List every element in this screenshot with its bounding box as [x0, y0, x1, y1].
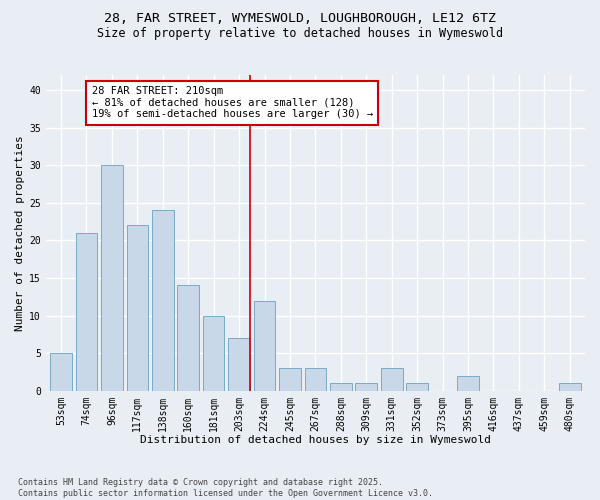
- Bar: [381, 368, 403, 390]
- X-axis label: Distribution of detached houses by size in Wymeswold: Distribution of detached houses by size …: [140, 435, 491, 445]
- Bar: [178, 286, 199, 391]
- Bar: [457, 376, 479, 390]
- Bar: [254, 300, 275, 390]
- Bar: [355, 383, 377, 390]
- Bar: [76, 233, 97, 390]
- Bar: [406, 383, 428, 390]
- Bar: [559, 383, 581, 390]
- Bar: [203, 316, 224, 390]
- Bar: [305, 368, 326, 390]
- Bar: [50, 353, 72, 391]
- Bar: [127, 226, 148, 390]
- Y-axis label: Number of detached properties: Number of detached properties: [15, 135, 25, 330]
- Bar: [330, 383, 352, 390]
- Bar: [152, 210, 173, 390]
- Text: 28 FAR STREET: 210sqm
← 81% of detached houses are smaller (128)
19% of semi-det: 28 FAR STREET: 210sqm ← 81% of detached …: [92, 86, 373, 120]
- Text: Size of property relative to detached houses in Wymeswold: Size of property relative to detached ho…: [97, 28, 503, 40]
- Bar: [101, 165, 123, 390]
- Bar: [279, 368, 301, 390]
- Bar: [228, 338, 250, 390]
- Text: Contains HM Land Registry data © Crown copyright and database right 2025.
Contai: Contains HM Land Registry data © Crown c…: [18, 478, 433, 498]
- Text: 28, FAR STREET, WYMESWOLD, LOUGHBOROUGH, LE12 6TZ: 28, FAR STREET, WYMESWOLD, LOUGHBOROUGH,…: [104, 12, 496, 26]
